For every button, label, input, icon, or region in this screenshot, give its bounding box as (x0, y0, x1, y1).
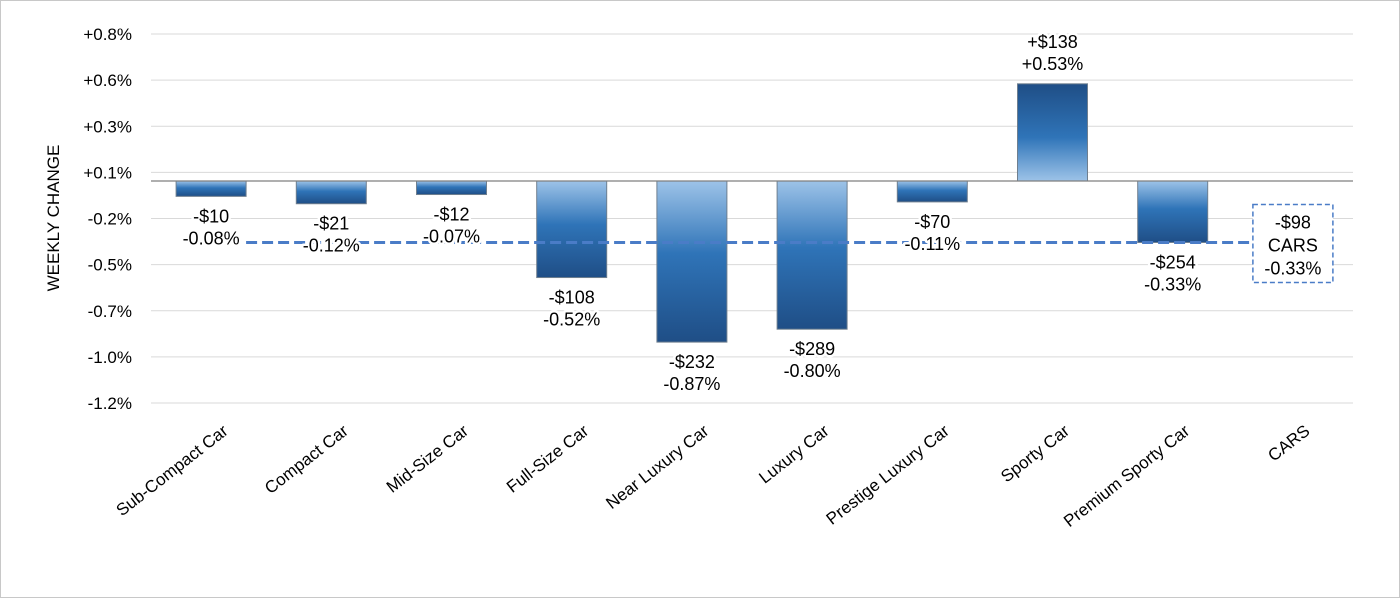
y-tick-label: -0.7% (88, 302, 132, 321)
y-tick-label: +0.8% (83, 25, 132, 44)
x-category-label: CARS (1264, 421, 1313, 465)
x-axis-categories: Sub-Compact Car Compact Car Mid-Size Car Fu… (113, 421, 1314, 531)
y-tick-label: -0.5% (88, 256, 132, 275)
reference-label-text: CARS (1268, 235, 1318, 255)
x-category-label: Near Luxury Car (602, 421, 712, 513)
data-label-percent: -0.80% (784, 361, 841, 381)
bar (295, 180, 367, 205)
y-tick-label: +0.1% (83, 163, 132, 182)
data-label-dollar: -$70 (914, 212, 950, 232)
y-tick-label: -0.2% (88, 210, 132, 229)
x-category-label: Mid-Size Car (383, 421, 472, 497)
bar (776, 180, 848, 330)
x-category-label: Premium Sporty Car (1060, 421, 1193, 531)
y-tick-label: +0.3% (83, 117, 132, 136)
data-label-percent: -0.52% (543, 310, 600, 330)
data-label-percent: -0.87% (663, 374, 720, 394)
data-label-percent: -0.33% (1144, 274, 1201, 294)
x-category-label: Full-Size Car (503, 421, 592, 497)
y-axis-ticks: +0.8% +0.6% +0.3% +0.1% -0.2% -0.5% -0.7% -1.0%… (83, 25, 132, 413)
bar (656, 180, 728, 343)
y-tick-label: -1.2% (88, 394, 132, 413)
x-category-label: Compact Car (261, 421, 352, 498)
bar (1017, 83, 1088, 182)
data-labels: -$10-0.08% -$21-0.12% -$12-0.07% -$108-0.52… (180, 29, 1204, 396)
data-label-percent: -0.11% (904, 234, 960, 254)
x-category-label: Sporty Car (997, 421, 1073, 486)
x-category-label: Sub-Compact Car (113, 421, 232, 520)
x-category-label: Prestige Luxury Car (823, 421, 953, 529)
data-label-dollar: -$12 (433, 205, 469, 225)
reference-label-text: -0.33% (1264, 258, 1321, 278)
data-label-percent: -0.08% (183, 228, 240, 248)
data-label-dollar: -$10 (193, 206, 229, 226)
reference-label-text: -$98 (1275, 212, 1311, 232)
y-tick-label: -1.0% (88, 348, 132, 367)
data-label-percent: +0.53% (1022, 54, 1084, 74)
data-label-dollar: -$232 (669, 352, 715, 372)
reference-line-group: -$98 CARS -0.33% (246, 203, 1334, 284)
data-label-dollar: -$289 (789, 339, 835, 359)
data-label-percent: -0.07% (423, 227, 480, 247)
data-label-dollar: -$108 (549, 288, 595, 308)
bar (1137, 180, 1209, 243)
bar (896, 180, 968, 203)
y-axis-label: WEEKLY CHANGE (44, 145, 63, 292)
x-category-label: Luxury Car (755, 421, 832, 487)
y-tick-label: +0.6% (83, 71, 132, 90)
bars (175, 83, 1209, 343)
data-label-dollar: +$138 (1027, 32, 1078, 52)
bar (536, 180, 608, 279)
data-label-dollar: -$254 (1150, 252, 1196, 272)
data-label-percent: -0.12% (303, 236, 360, 256)
gridlines (151, 33, 1353, 404)
data-label-dollar: -$21 (313, 214, 349, 234)
bar (416, 180, 487, 196)
bar (175, 180, 247, 197)
reference-label-box (1252, 203, 1334, 284)
